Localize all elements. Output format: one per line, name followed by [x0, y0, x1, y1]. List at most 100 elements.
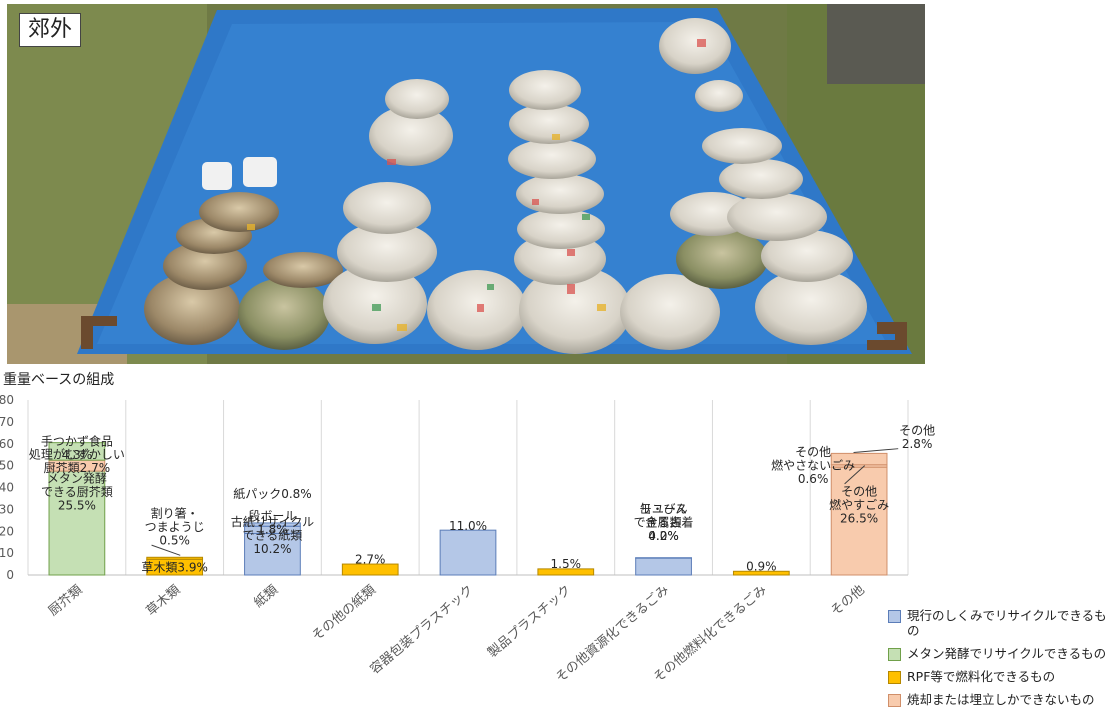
legend-item: 焼却または埋立しかできないもの [888, 692, 1115, 707]
y-tick-label: 40 [0, 481, 14, 495]
x-tick-label: 厨芥類 [46, 583, 86, 620]
bar-segment [635, 557, 692, 559]
data-label-text: できる厨芥類 [41, 485, 113, 499]
data-label-text: 1.8% [257, 522, 288, 536]
legend-item: メタン発酵でリサイクルできるもの [888, 646, 1115, 661]
data-label-text: 厨芥類2.7% [44, 461, 111, 475]
data-label-text: 2.7% [355, 553, 386, 567]
bar-segment [48, 442, 106, 461]
legend-swatch [888, 671, 901, 684]
data-label-text: 段ボール [248, 508, 296, 523]
bar-segment [439, 529, 497, 576]
data-label-text: 処理がむずかしい [29, 447, 125, 462]
bar-segment [732, 570, 790, 576]
x-tick-label: 草木類 [144, 583, 184, 620]
data-label-text: 手つかず食品 [41, 433, 113, 448]
y-tick-label: 60 [0, 437, 14, 451]
data-label-text: 紙パック0.8% [233, 486, 312, 501]
data-label-text: 0.5% [159, 533, 190, 547]
data-label-text: できる紙類 [243, 528, 303, 543]
data-label-text: 古紙リサイクル [231, 514, 314, 529]
data-label-text: メタン発酵 [47, 471, 107, 485]
data-label-text: 11.0% [449, 519, 487, 533]
y-tick-label: 50 [0, 459, 14, 473]
bar-segment [244, 532, 301, 576]
data-label-text: 金属類 [646, 515, 682, 530]
bar-segment [244, 522, 301, 527]
data-label-text: リユース [640, 502, 687, 516]
x-tick-label: 紙類 [251, 583, 281, 611]
bar-segment [635, 557, 692, 576]
data-label-text: 0.9% [746, 559, 777, 573]
bar-segment [341, 563, 399, 576]
data-label-text: 4.2% [648, 529, 679, 543]
stacked-bar-chart: 01020304050607080手つかず食品4.3%処理がむずかしい厨芥類2.… [0, 393, 935, 686]
y-tick-label: 30 [0, 502, 14, 516]
data-label-text: 10.2% [253, 542, 291, 556]
x-tick-label: 容器包装プラスチック [367, 582, 477, 678]
x-tick-label: その他の紙類 [309, 583, 378, 645]
legend-item: RPF等で燃料化できるもの [888, 669, 1115, 684]
data-label-text: その他 [841, 485, 877, 499]
leader-line [844, 465, 866, 485]
bar-segment [830, 452, 888, 466]
data-label-text: 草木類3.9% [141, 560, 208, 574]
y-tick-label: 10 [0, 546, 14, 560]
y-tick-label: 70 [0, 415, 14, 429]
bar-segment [537, 568, 595, 576]
legend-swatch [888, 648, 901, 661]
data-label-text: 割り箸・ [151, 505, 199, 520]
data-label-text: その他 [899, 423, 935, 437]
data-label-text: 2.8% [902, 437, 933, 451]
x-tick-label: その他 [828, 583, 868, 620]
data-label: 草木類3.9% [141, 560, 208, 574]
leader-line [151, 544, 181, 556]
data-label-text: 燃やすごみ [829, 497, 889, 512]
y-tick-label: 80 [0, 393, 14, 407]
data-label-text: 缶・びん [640, 502, 688, 516]
photo-illustration [7, 4, 925, 364]
data-label: 11.0% [449, 519, 487, 533]
legend-label: 現行のしくみでリサイクルできるもの [907, 608, 1107, 638]
bar-segment [830, 466, 888, 576]
data-label-text: 4.3% [62, 448, 93, 462]
legend-swatch [888, 694, 901, 707]
data-label: 紙パック0.8% [233, 486, 312, 501]
data-label-text: 0.0% [648, 529, 679, 543]
data-label-text: 25.5% [58, 498, 96, 512]
data-label-text: その他 [795, 445, 831, 459]
data-label-text: 26.5% [840, 512, 878, 526]
data-label-text: 燃やさないごみ [771, 458, 855, 473]
location-label: 郊外 [19, 13, 82, 48]
legend-item: 現行のしくみでリサイクルできるもの [888, 608, 1115, 638]
y-tick-label: 20 [0, 524, 14, 538]
leader-line [853, 448, 899, 453]
waste-photo: 郊外 [7, 4, 925, 364]
x-tick-label: その他燃料化できるごみ [650, 582, 770, 686]
data-label-text: つまようじ [145, 520, 205, 534]
legend-label: RPF等で燃料化できるもの [907, 669, 1056, 684]
legend-swatch [888, 610, 901, 623]
chart-legend: 現行のしくみでリサイクルできるものメタン発酵でリサイクルできるもの RPF等で燃料… [888, 608, 1115, 715]
data-label: 2.7% [355, 553, 386, 567]
x-tick-label: 製品プラスチック [485, 583, 574, 661]
x-tick-label: その他資源化できるごみ [552, 582, 672, 686]
bar-segment [146, 556, 204, 560]
chart-title: 重量ベースの組成 [3, 372, 115, 388]
data-label: 1.5% [551, 557, 582, 571]
data-label-text: 1.5% [551, 557, 582, 571]
legend-label: メタン発酵でリサイクルできるもの [907, 646, 1107, 661]
data-label-text: 0.6% [798, 472, 829, 486]
data-label: 0.9% [746, 559, 777, 573]
